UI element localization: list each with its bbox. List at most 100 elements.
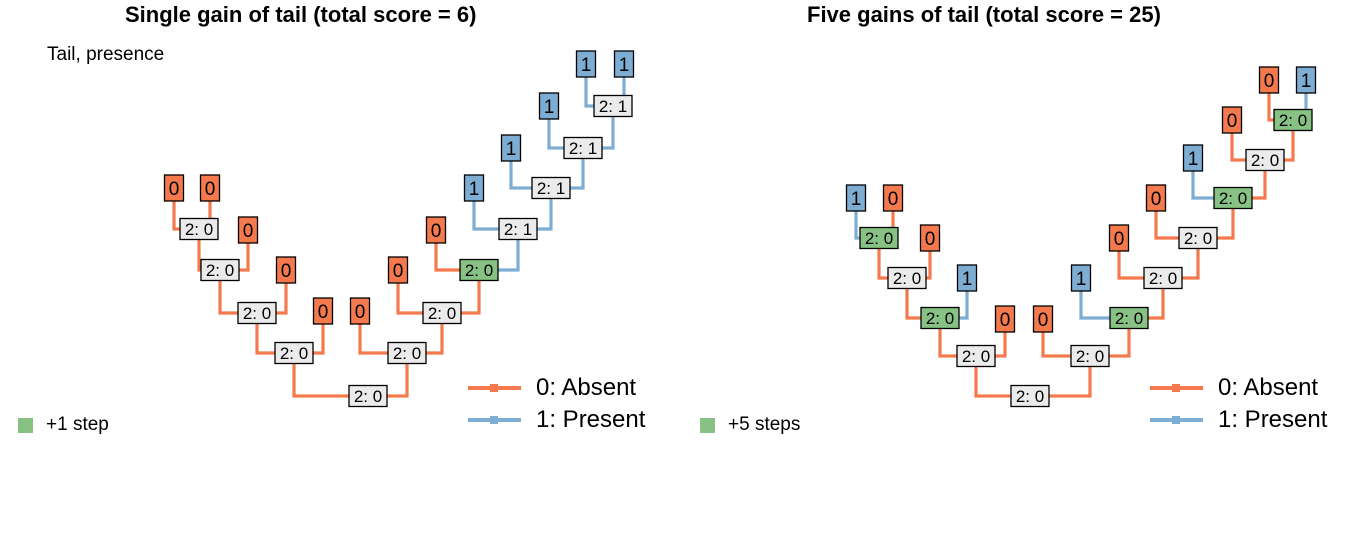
tip-state-text: 1 xyxy=(851,189,862,210)
tip-label: 1 xyxy=(1295,66,1317,94)
tip-label: 0 xyxy=(387,256,409,284)
gain-node-box xyxy=(459,258,499,282)
node-label: 2: 0 xyxy=(1178,226,1218,250)
legend-label-absent: 0: Absent xyxy=(1218,374,1319,401)
step-legend-label: +5 steps xyxy=(728,414,801,435)
tip-state-text: 0 xyxy=(925,229,936,250)
legend-label-present: 1: Present xyxy=(536,406,646,433)
tip-state-text: 1 xyxy=(1076,269,1087,290)
tip-state-text: 0 xyxy=(169,179,180,200)
node-label: 2: 0 xyxy=(179,217,219,241)
tip-box xyxy=(199,174,221,202)
absent-line-key xyxy=(466,372,523,404)
tip-state-text: 1 xyxy=(506,139,517,160)
node-label: 2: 0 xyxy=(459,258,499,282)
node-label: 2: 0 xyxy=(1010,384,1050,408)
branch-edge xyxy=(292,353,368,398)
tip-state-text: 0 xyxy=(243,221,254,242)
tip-state-text: 1 xyxy=(1188,149,1199,170)
node-box xyxy=(1245,148,1285,172)
tip-state-text: 0 xyxy=(393,261,404,282)
node-label: 2: 0 xyxy=(1213,186,1253,210)
node-box xyxy=(498,217,538,241)
present-line-key xyxy=(466,404,523,436)
tree-left: 2: 0 2: 0 2: 0 2: 0 2: 0 2: 0 2: 0 2: 0 2: 1 2: 1… xyxy=(163,50,635,408)
tip-box xyxy=(1145,184,1167,212)
absent-line-key xyxy=(1148,372,1205,404)
node-state-text: 2: 0 xyxy=(393,344,421,363)
tip-state-text: 0 xyxy=(888,189,899,210)
node-label: 2: 1 xyxy=(563,136,603,160)
tip-label: 0 xyxy=(1221,106,1243,134)
tip-state-text: 1 xyxy=(1301,71,1312,92)
tip-label: 1 xyxy=(500,134,522,162)
node-state-text: 2: 0 xyxy=(185,220,213,239)
node-state-text: 2: 0 xyxy=(1149,269,1177,288)
tip-state-text: 1 xyxy=(544,97,555,118)
node-state-text: 2: 1 xyxy=(537,179,565,198)
panel-right-title: Five gains of tail (total score = 25) xyxy=(807,2,1161,27)
node-state-text: 2: 1 xyxy=(569,139,597,158)
node-state-text: 2: 0 xyxy=(1279,111,1307,130)
node-box xyxy=(200,258,240,282)
node-state-text: 2: 0 xyxy=(465,261,493,280)
legend-entry-present: 1: Present xyxy=(466,404,645,436)
tip-box xyxy=(349,297,371,325)
branch-edge xyxy=(1030,356,1092,398)
step-legend-label: +1 step xyxy=(46,414,109,435)
tip-label: 0 xyxy=(425,216,447,244)
gain-node-box xyxy=(1213,186,1253,210)
state-legend-left: 0: Absent 1: Present xyxy=(466,372,645,436)
tip-label: 0 xyxy=(994,305,1016,333)
node-label: 2: 0 xyxy=(1070,344,1110,368)
tip-state-text: 0 xyxy=(1151,189,1162,210)
tree-labels: 2: 0 2: 0 2: 0 2: 0 2: 0 2: 0 2: 0 2: 0 2: 1 2: 1… xyxy=(163,50,635,408)
node-state-text: 2: 0 xyxy=(926,309,954,328)
character-label: Tail, presence xyxy=(47,44,165,65)
node-state-text: 2: 0 xyxy=(206,261,234,280)
tip-state-text: 1 xyxy=(469,179,480,200)
tip-state-text: 0 xyxy=(205,179,216,200)
gain-node-box xyxy=(859,226,899,250)
tip-box xyxy=(312,297,334,325)
legend-entry-absent: 0: Absent xyxy=(1148,372,1327,404)
tip-label: 1 xyxy=(1070,264,1092,292)
node-label: 2: 0 xyxy=(1273,108,1313,132)
tip-box xyxy=(882,184,904,212)
tip-label: 1 xyxy=(463,174,485,202)
tip-box xyxy=(613,50,635,78)
step-legend-right: +5 steps xyxy=(700,414,800,436)
tip-box xyxy=(275,256,297,284)
tip-box xyxy=(845,184,867,212)
node-box xyxy=(422,301,462,325)
legend-entry-present: 1: Present xyxy=(1148,404,1327,436)
tip-label: 0 xyxy=(882,184,904,212)
tip-state-text: 0 xyxy=(1038,310,1049,331)
node-state-text: 2: 0 xyxy=(1219,189,1247,208)
node-label: 2: 0 xyxy=(859,226,899,250)
tip-state-text: 0 xyxy=(431,221,442,242)
node-label: 2: 0 xyxy=(887,266,927,290)
gain-node-box xyxy=(1273,108,1313,132)
node-state-text: 2: 0 xyxy=(1184,229,1212,248)
tip-box xyxy=(463,174,485,202)
node-label: 2: 0 xyxy=(1109,306,1149,330)
tip-label: 0 xyxy=(199,174,221,202)
node-box xyxy=(179,217,219,241)
node-label: 2: 0 xyxy=(1245,148,1285,172)
tip-label: 0 xyxy=(163,174,185,202)
node-label: 2: 0 xyxy=(387,341,427,365)
node-box xyxy=(1070,344,1110,368)
node-state-text: 2: 0 xyxy=(1076,347,1104,366)
node-state-text: 2: 0 xyxy=(865,229,893,248)
legend-label-absent: 0: Absent xyxy=(536,374,637,401)
tip-label: 0 xyxy=(1032,305,1054,333)
node-state-text: 2: 0 xyxy=(1016,387,1044,406)
tip-label: 1 xyxy=(575,50,597,78)
tip-box xyxy=(237,216,259,244)
tip-label: 1 xyxy=(956,264,978,292)
node-box xyxy=(348,384,388,408)
node-label: 2: 0 xyxy=(422,301,462,325)
tip-box xyxy=(500,134,522,162)
